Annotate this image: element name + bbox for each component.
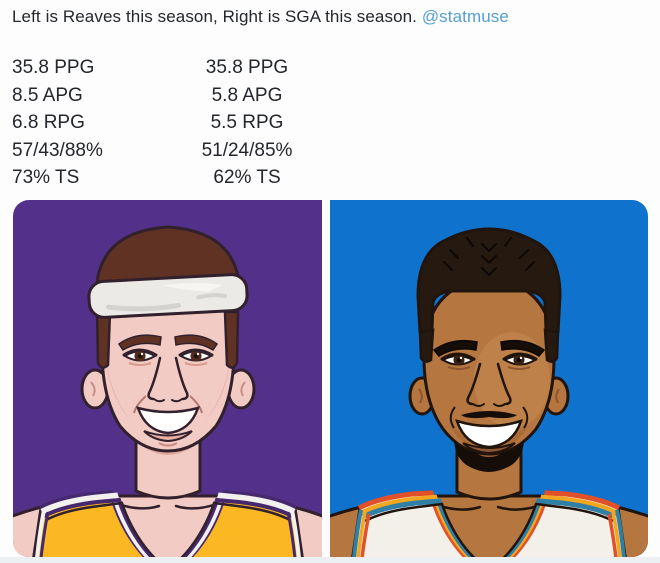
reaves-stat-apg: 8.5 APG bbox=[12, 84, 83, 106]
sga-stat-apg: 5.8 APG bbox=[211, 84, 283, 106]
reaves-stat-true-shooting: 73% TS bbox=[12, 167, 80, 188]
reaves-eyebrows bbox=[117, 334, 219, 352]
sga-portrait-illustration bbox=[330, 200, 648, 557]
sga-stats-column: 35.8 PPG 5.8 APG 5.5 RPG 51/24/85% 62% T… bbox=[157, 54, 337, 192]
tweet-body-text: Left is Reaves this season, Right is SGA… bbox=[12, 7, 422, 26]
reaves-headband bbox=[87, 273, 249, 319]
sga-braid-pattern bbox=[443, 237, 535, 277]
page-bottom-strip bbox=[0, 557, 660, 563]
sga-mustache bbox=[461, 411, 517, 419]
sga-goatee bbox=[454, 440, 524, 472]
sga-stat-rpg: 5.5 RPG bbox=[210, 112, 284, 133]
sga-braided-hair bbox=[416, 227, 562, 363]
sga-mouth bbox=[449, 406, 529, 472]
statmuse-mention-link[interactable]: @statmuse bbox=[421, 7, 509, 26]
reaves-stat-rpg: 6.8 RPG bbox=[12, 112, 85, 133]
reaves-stat-shooting-splits: 57/43/88% bbox=[12, 139, 103, 161]
reaves-lakers-jersey bbox=[32, 490, 304, 557]
sga-okc-jersey bbox=[351, 490, 627, 557]
sga-nose bbox=[466, 362, 512, 407]
sga-stat-shooting-splits: 51/24/85% bbox=[201, 139, 293, 161]
sga-stat-true-shooting: 62% TS bbox=[213, 167, 281, 188]
reaves-stat-ppg: 35.8 PPG bbox=[12, 57, 95, 78]
sga-image[interactable] bbox=[330, 200, 648, 557]
tweet-text: Left is Reaves this season, Right is SGA… bbox=[12, 6, 509, 28]
reaves-image[interactable] bbox=[13, 200, 322, 557]
reaves-portrait-illustration bbox=[13, 200, 322, 557]
reaves-nose bbox=[147, 356, 189, 403]
reaves-stats-column: 35.8 PPG 8.5 APG 6.8 RPG 57/43/88% 73% T… bbox=[12, 54, 103, 192]
sga-eyebrows bbox=[432, 339, 546, 357]
sga-stat-ppg: 35.8 PPG bbox=[205, 57, 289, 78]
reaves-eyes bbox=[122, 348, 214, 366]
sga-eyes bbox=[440, 352, 538, 370]
reaves-mouth bbox=[133, 395, 203, 447]
